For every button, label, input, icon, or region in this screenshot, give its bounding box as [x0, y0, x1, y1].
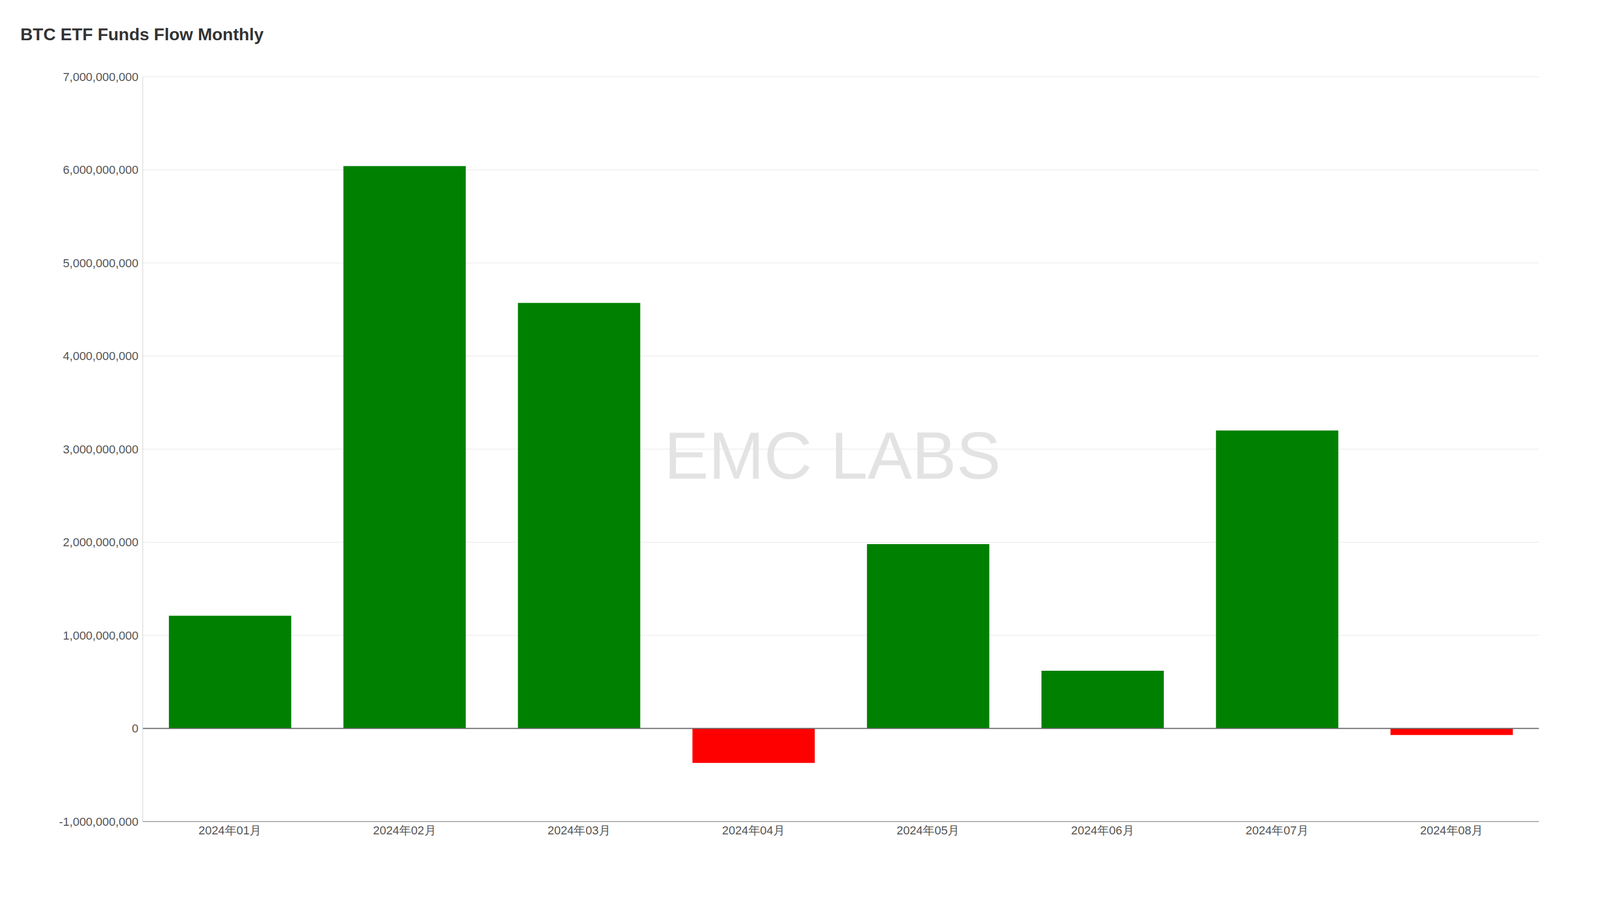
svg-text:6,000,000,000: 6,000,000,000: [62, 163, 139, 177]
svg-text:7,000,000,000: 7,000,000,000: [62, 70, 139, 84]
svg-text:-1,000,000,000: -1,000,000,000: [59, 815, 139, 829]
svg-text:2024年03月: 2024年03月: [547, 823, 611, 838]
svg-text:2024年05月: 2024年05月: [896, 823, 960, 838]
html-text:EMC LABS: EMC LABS: [664, 418, 1001, 493]
html-text:BTC ETF Funds Flow Monthly: BTC ETF Funds Flow Monthly: [20, 24, 264, 44]
svg-text:2024年02月: 2024年02月: [372, 823, 436, 838]
svg-text:2024年06月: 2024年06月: [1070, 823, 1134, 838]
svg-text:2024年07月: 2024年07月: [1245, 823, 1309, 838]
svg-text:3,000,000,000: 3,000,000,000: [62, 442, 139, 457]
svg-text:2024年08月: 2024年08月: [1420, 823, 1484, 838]
svg-text:0: 0: [131, 721, 139, 736]
svg-text:2,000,000,000: 2,000,000,000: [62, 535, 139, 549]
svg-text:2024年01月: 2024年01月: [198, 823, 262, 838]
svg-text:1,000,000,000: 1,000,000,000: [62, 628, 139, 643]
svg-text:4,000,000,000: 4,000,000,000: [62, 349, 139, 363]
svg-text:2024年04月: 2024年04月: [722, 823, 785, 838]
svg-text:5,000,000,000: 5,000,000,000: [62, 256, 139, 270]
